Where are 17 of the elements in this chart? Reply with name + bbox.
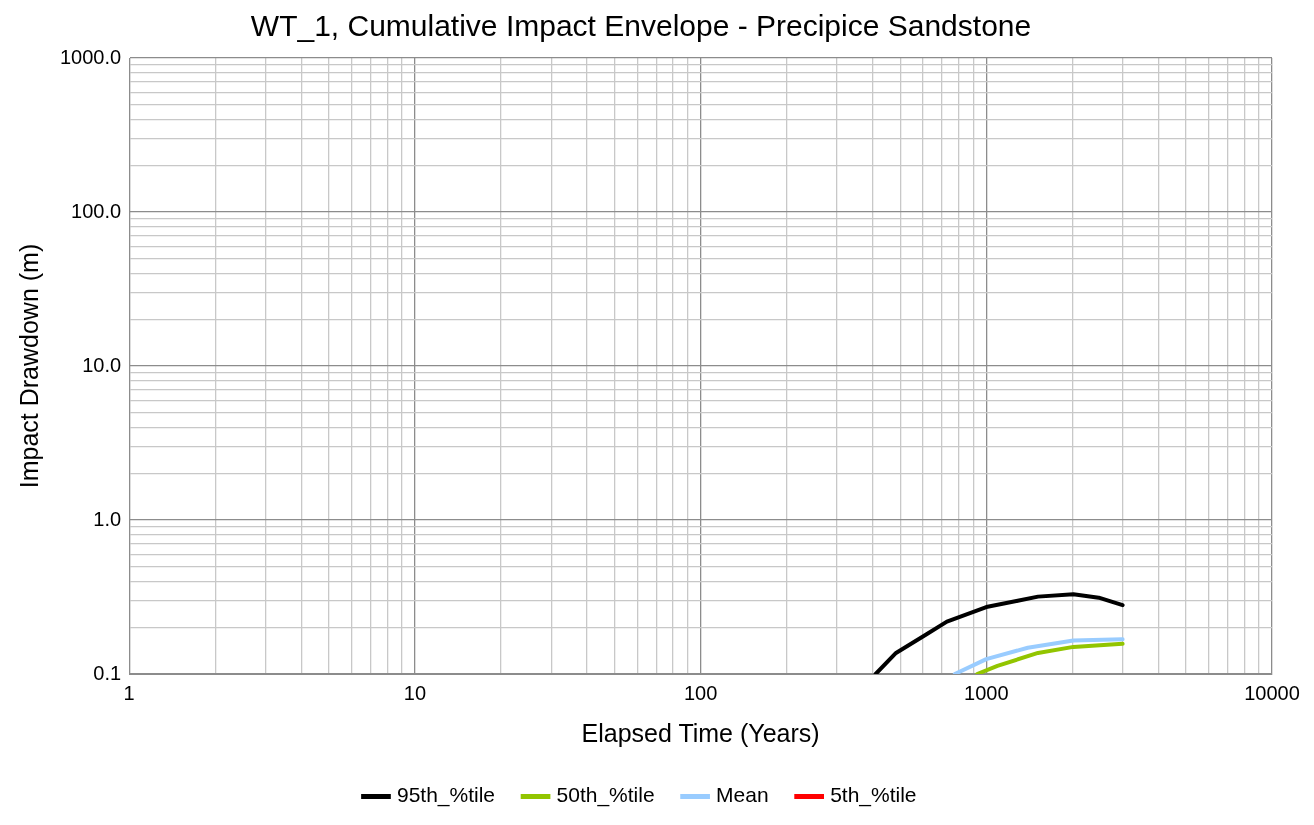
y-axis-title: Impact Drawdown (m) bbox=[14, 243, 43, 489]
x-axis-title: Elapsed Time (Years) bbox=[581, 718, 820, 747]
legend-label: 5th_%tile bbox=[830, 783, 917, 808]
y-tick-label: 1.0 bbox=[93, 507, 122, 530]
x-tick-label: 10 bbox=[403, 681, 426, 704]
y-tick-label: 0.1 bbox=[93, 661, 122, 684]
x-tick-label: 1 bbox=[123, 681, 135, 704]
legend-label: 50th_%tile bbox=[556, 783, 655, 808]
y-tick-label: 100.0 bbox=[71, 199, 122, 222]
x-tick-label: 10000 bbox=[1244, 681, 1300, 704]
y-tick-label: 10.0 bbox=[82, 353, 122, 376]
legend-label: 95th_%tile bbox=[396, 783, 496, 808]
chart-title: WT_1, Cumulative Impact Envelope - Precipice Sandstone bbox=[250, 9, 1032, 43]
y-tick-label: 1000.0 bbox=[60, 45, 122, 68]
legend-label: Mean bbox=[716, 783, 769, 807]
x-tick-label: 100 bbox=[683, 681, 718, 704]
x-tick-label: 1000 bbox=[964, 681, 1009, 704]
